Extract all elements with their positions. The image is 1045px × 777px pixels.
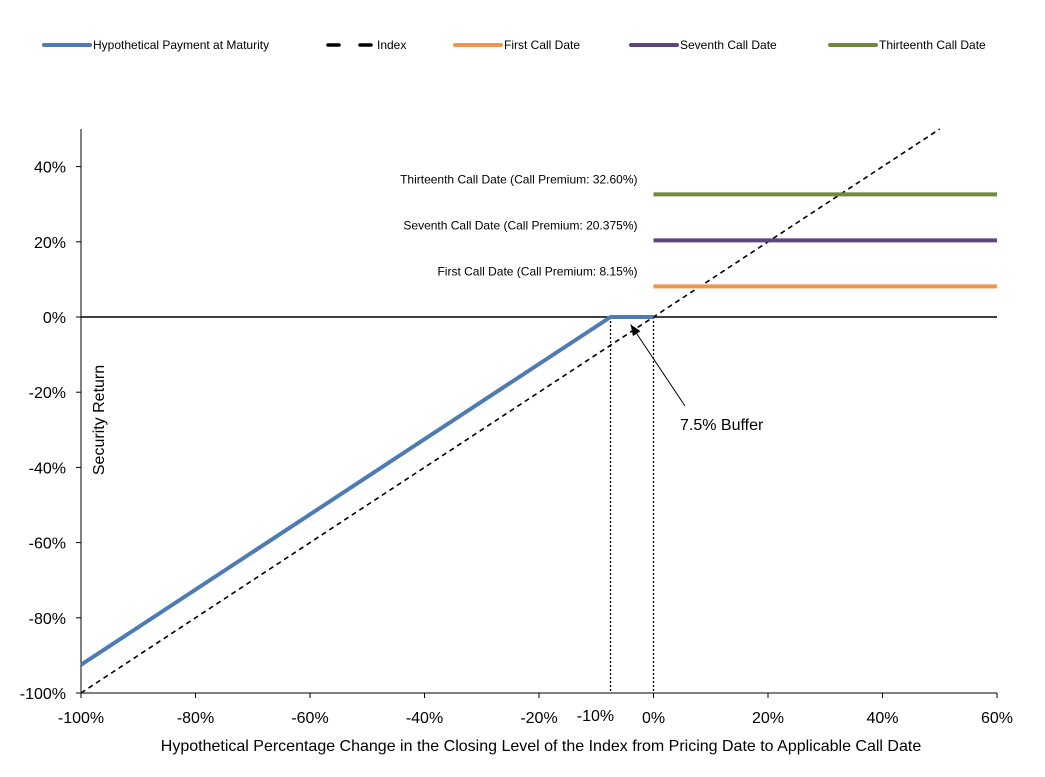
x-tick-label: -80% xyxy=(177,710,214,727)
y-tick-label: -100% xyxy=(20,686,66,703)
vertical-markers xyxy=(609,317,655,693)
x-tick-label: -20% xyxy=(520,710,557,727)
y-tick-label: -40% xyxy=(29,460,66,477)
legend-label: Thirteenth Call Date xyxy=(879,38,986,52)
x-axis-title: Hypothetical Percentage Change in the Cl… xyxy=(161,738,922,755)
x-tick-label: 0% xyxy=(642,710,665,727)
x-tick-label-buffer: -10% xyxy=(577,708,614,725)
y-tick-label: -80% xyxy=(29,611,66,628)
x-tick-label: 40% xyxy=(866,710,898,727)
y-tick-label: 20% xyxy=(34,235,66,252)
y-ticks: -100% -80% -60% -40% -20% 0% 20% 40% xyxy=(20,160,81,703)
x-ticks: -100% -80% -60% -40% -20% 0% 20% 40% 60% -10% xyxy=(58,693,1013,727)
y-tick-label: 0% xyxy=(43,310,66,327)
buffer-arrow-head xyxy=(630,324,641,337)
legend-label: First Call Date xyxy=(504,38,580,52)
y-tick-label: -60% xyxy=(29,536,66,553)
x-tick-label: -40% xyxy=(406,710,443,727)
annotations: Thirteenth Call Date (Call Premium: 32.6… xyxy=(400,172,637,278)
legend-label: Seventh Call Date xyxy=(680,38,777,52)
legend: Hypothetical Payment at Maturity Index Fir… xyxy=(42,38,986,52)
y-tick-label: -20% xyxy=(29,385,66,402)
y-tick-label: 40% xyxy=(34,160,66,177)
series-line-hypothetical-payment-at-maturity xyxy=(79,315,654,667)
x-tick-label: -100% xyxy=(58,710,104,727)
plot-area: -100%-80%-60%-40%-20%0%20%40% -100% -80% -… xyxy=(20,128,1013,727)
x-tick-label: 20% xyxy=(752,710,784,727)
legend-label: Index xyxy=(377,38,406,52)
buffer-arrow-line xyxy=(630,324,686,407)
x-tick-label: 60% xyxy=(981,710,1013,727)
x-tick-label: -60% xyxy=(291,710,328,727)
buffer-callout: 7.5% Buffer xyxy=(630,324,764,434)
y-axis-title: Security Return xyxy=(91,365,108,475)
call-premium-label: First Call Date (Call Premium: 8.15%) xyxy=(437,264,637,278)
buffer-label: 7.5% Buffer xyxy=(680,417,764,434)
call-premium-label: Thirteenth Call Date (Call Premium: 32.6… xyxy=(400,172,637,186)
series-group xyxy=(79,128,997,694)
call-premium-label: Seventh Call Date (Call Premium: 20.375%… xyxy=(403,218,637,232)
legend-label: Hypothetical Payment at Maturity xyxy=(93,38,269,52)
series-line-index xyxy=(80,128,941,694)
